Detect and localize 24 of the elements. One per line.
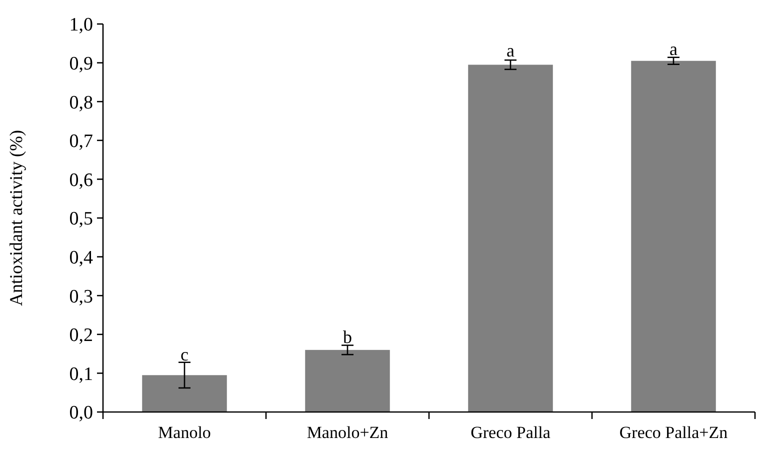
- y-tick-label: 0,8: [69, 92, 93, 114]
- y-tick-label: 0,4: [69, 247, 94, 268]
- x-tick-label: Manolo+Zn: [306, 423, 389, 442]
- annotation: b: [343, 326, 352, 347]
- y-tick-label: 0,9: [69, 53, 93, 74]
- y-tick-label: 0,7: [69, 131, 93, 152]
- y-tick-label: 1,0: [69, 14, 93, 36]
- annotation: c: [180, 344, 188, 364]
- y-axis-title: Antioxidant activity (%): [6, 130, 26, 306]
- y-tick-label: 0,0: [69, 402, 93, 424]
- x-tick-label: Greco Palla+Zn: [619, 423, 728, 442]
- bar: [631, 60, 716, 412]
- annotation: a: [670, 38, 678, 59]
- bar: [305, 350, 390, 412]
- y-tick-label: 0,5: [69, 208, 93, 230]
- y-tick-label: 0,2: [69, 325, 93, 346]
- bar: [468, 64, 553, 412]
- y-tick-label: 0,3: [69, 286, 93, 308]
- y-tick-label: 0,6: [69, 170, 93, 191]
- y-tick-label: 0,1: [69, 364, 93, 385]
- bar: [142, 375, 227, 412]
- x-tick-label: Manolo: [158, 423, 211, 442]
- annotation: a: [506, 40, 514, 61]
- x-tick-label: Greco Palla: [470, 423, 551, 442]
